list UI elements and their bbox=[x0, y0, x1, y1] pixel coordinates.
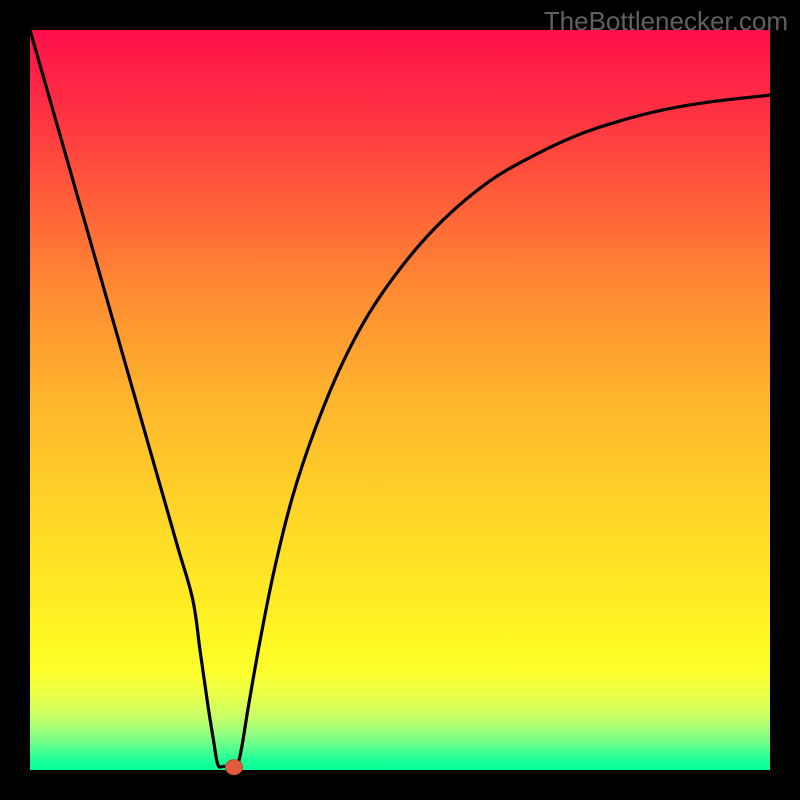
curve-layer bbox=[30, 30, 770, 770]
data-marker bbox=[225, 759, 243, 775]
watermark-text: TheBottlenecker.com bbox=[544, 6, 788, 37]
plot-area bbox=[30, 30, 770, 770]
bottleneck-curve bbox=[30, 30, 770, 767]
bottleneck-chart: TheBottlenecker.com bbox=[0, 0, 800, 800]
